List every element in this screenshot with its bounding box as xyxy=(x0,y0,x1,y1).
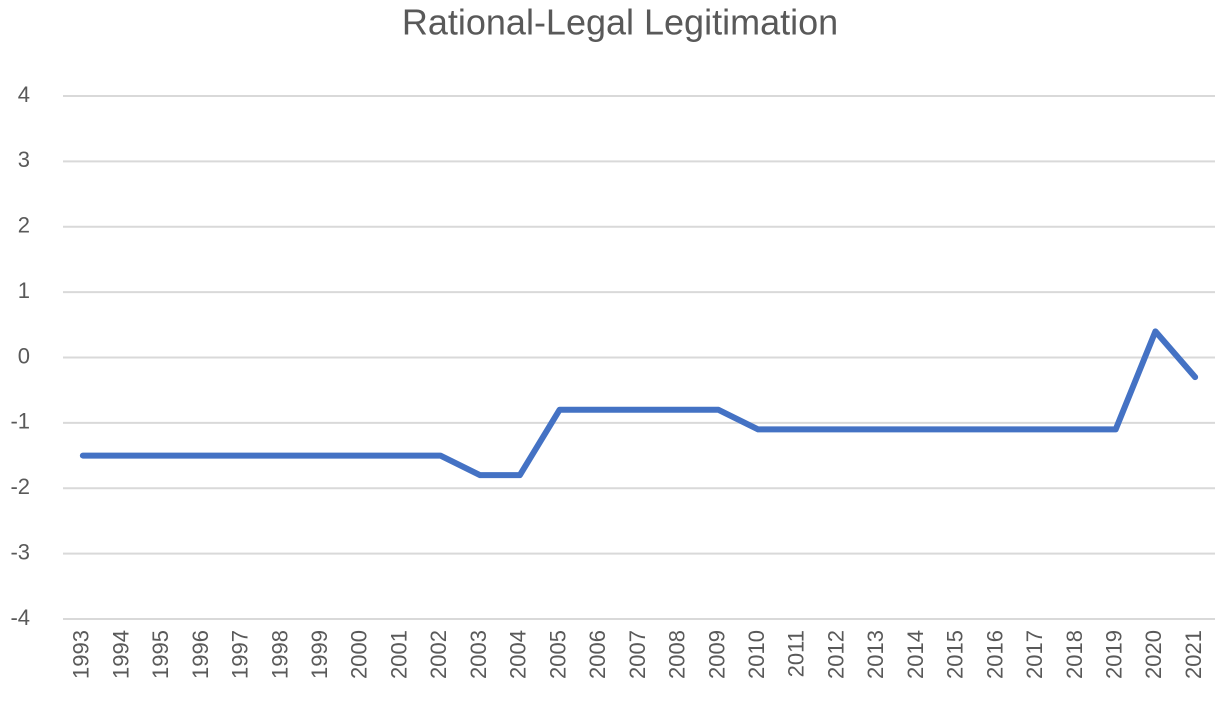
y-tick-label: -3 xyxy=(10,539,30,564)
x-tick-label: 2015 xyxy=(943,630,968,679)
x-tick-label: 2018 xyxy=(1062,630,1087,679)
x-tick-label: 2000 xyxy=(347,630,372,679)
x-tick-label: 1994 xyxy=(108,630,133,679)
x-tick-label: 2003 xyxy=(466,630,491,679)
x-tick-label: 2001 xyxy=(386,630,411,679)
x-tick-label: 2016 xyxy=(982,630,1007,679)
x-tick-label: 2007 xyxy=(625,630,650,679)
x-tick-label: 1993 xyxy=(69,630,94,679)
x-tick-label: 2012 xyxy=(823,630,848,679)
x-tick-label: 2017 xyxy=(1022,630,1047,679)
y-tick-label: 0 xyxy=(18,343,30,368)
y-tick-label: -1 xyxy=(10,409,30,434)
x-tick-label: 2019 xyxy=(1102,630,1127,679)
x-tick-label: 2008 xyxy=(665,630,690,679)
x-tick-label: 1995 xyxy=(148,630,173,679)
line xyxy=(79,328,1199,479)
x-tick-label: 1997 xyxy=(228,630,253,679)
y-tick-label: 3 xyxy=(18,147,30,172)
y-tick-label: 4 xyxy=(18,82,30,107)
x-tick-label: 2005 xyxy=(545,630,570,679)
x-tick-label: 1999 xyxy=(307,630,332,679)
x-tick-label: 2011 xyxy=(784,630,809,677)
x-tick-label: 2009 xyxy=(704,630,729,679)
y-tick-label: -2 xyxy=(10,474,30,499)
x-tick-label: 2006 xyxy=(585,630,610,679)
y-tick-label: 1 xyxy=(18,278,30,303)
x-tick-label: 2010 xyxy=(744,630,769,679)
x-tick-label: 1998 xyxy=(267,630,292,679)
y-tick-label: -4 xyxy=(10,605,30,630)
y-tick-label: 2 xyxy=(18,213,30,238)
x-tick-label: 2020 xyxy=(1141,630,1166,679)
x-tick-label: 2013 xyxy=(863,630,888,679)
x-tick-label: 2002 xyxy=(426,630,451,679)
x-tick-label: 2014 xyxy=(903,630,928,679)
x-tick-label: 1996 xyxy=(188,630,213,679)
x-tick-label: 2004 xyxy=(506,630,531,679)
x-tick-label: 2021 xyxy=(1181,630,1206,679)
chart-title: Rational-Legal Legitimation xyxy=(402,2,838,43)
